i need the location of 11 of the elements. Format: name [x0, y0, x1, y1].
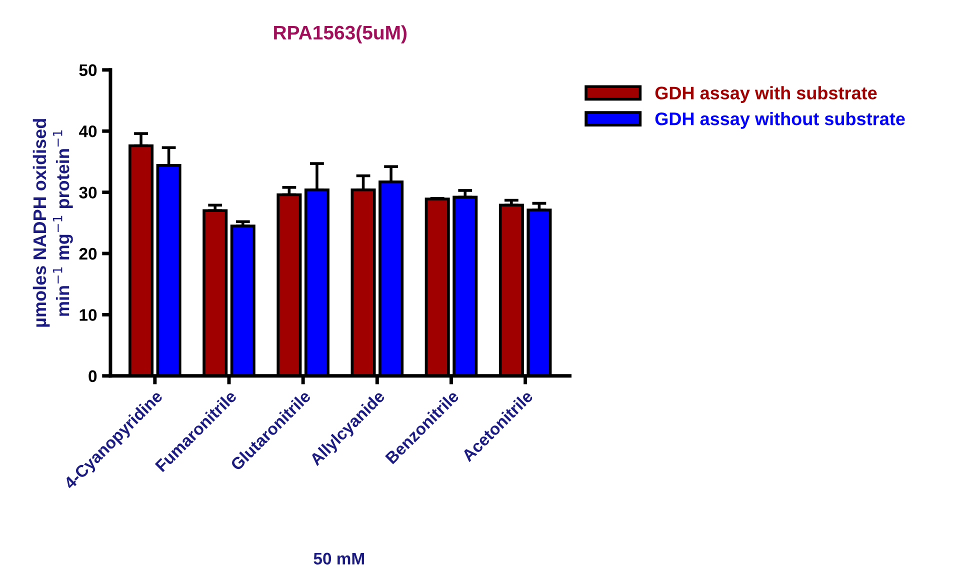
y-tick-label: 20	[79, 248, 97, 260]
y-axis-title: µmoles NADPH oxidised min$^{−1}$ mg$^{−1}$ protein$^{−1}$	[32, 119, 73, 327]
y-tick-label: 40	[78, 126, 97, 138]
y-tick-label: 0	[88, 370, 97, 382]
legend-label: GDH assay with substrate	[655, 86, 877, 103]
chart-title: RPA1563(5uM)	[274, 25, 407, 44]
y-tick-label: 50	[79, 64, 97, 76]
y-tick-label: 30	[79, 186, 97, 199]
legend-label: GDH assay without substrate	[655, 112, 905, 129]
x-axis-title: 50 mM	[314, 552, 364, 565]
y-tick-label: 10	[80, 309, 97, 321]
